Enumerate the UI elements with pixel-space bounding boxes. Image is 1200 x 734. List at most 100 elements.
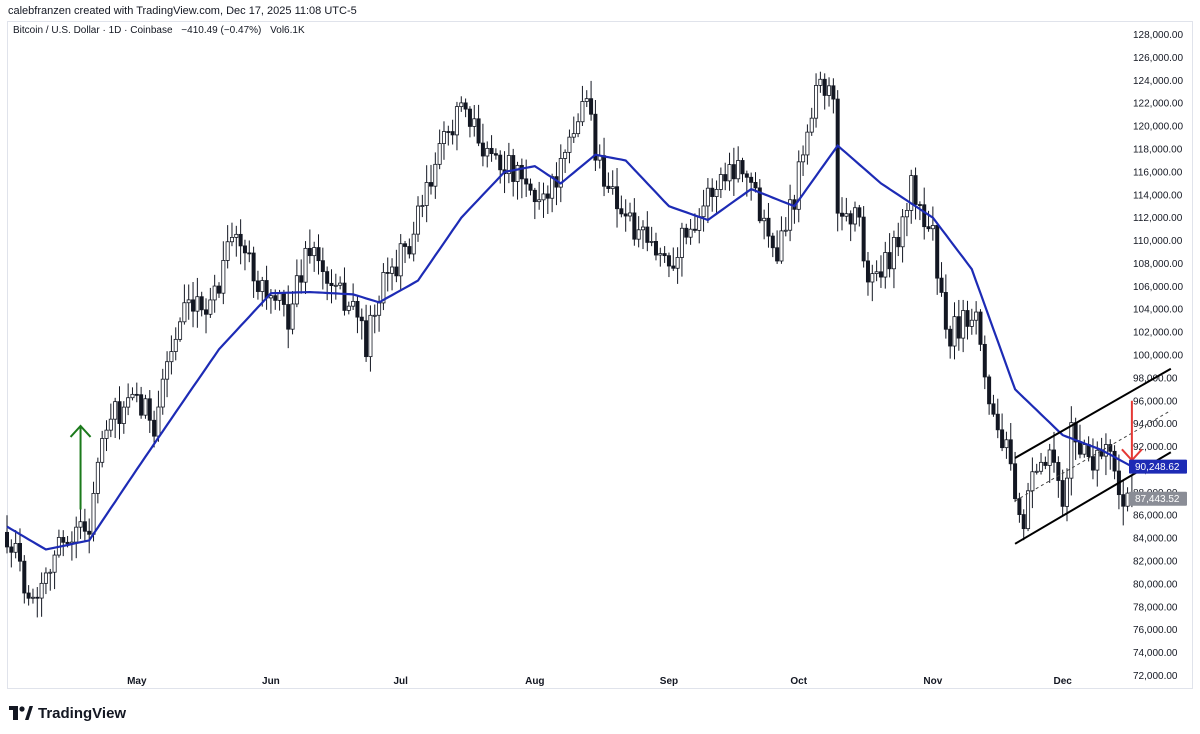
candle — [238, 219, 243, 265]
candle — [900, 208, 905, 263]
candle — [939, 262, 944, 297]
candle — [394, 249, 399, 283]
candle — [320, 247, 325, 290]
candle — [775, 230, 780, 264]
candle — [511, 148, 516, 197]
candle — [762, 209, 767, 240]
candle — [935, 222, 940, 295]
volume-value: 6.1K — [284, 25, 305, 36]
candle — [178, 317, 183, 342]
x-tick-label: Oct — [790, 676, 807, 687]
candle — [221, 241, 226, 305]
candle — [796, 150, 801, 223]
candle — [463, 98, 468, 118]
candle — [541, 182, 546, 218]
candle — [948, 325, 953, 359]
candle — [887, 233, 892, 278]
candle — [485, 141, 490, 168]
candle — [718, 167, 723, 199]
candle — [398, 234, 403, 292]
candle — [299, 259, 304, 294]
candle — [852, 201, 857, 232]
candle — [736, 146, 741, 183]
candle — [372, 304, 377, 334]
candle — [30, 588, 35, 604]
candle — [891, 230, 896, 289]
candle — [610, 170, 615, 195]
tradingview-logo[interactable]: TradingView — [9, 703, 126, 723]
y-tick-label: 106,000.00 — [1133, 282, 1183, 293]
candle — [242, 239, 247, 271]
candle — [234, 225, 239, 257]
candle — [416, 196, 421, 242]
candle — [1125, 487, 1130, 512]
x-tick-label: Jul — [393, 676, 408, 687]
candle — [307, 229, 312, 264]
y-tick-label: 128,000.00 — [1133, 30, 1183, 41]
candle — [69, 531, 74, 561]
candle — [359, 308, 364, 340]
candle — [705, 178, 710, 224]
candle — [628, 202, 633, 222]
candle — [424, 165, 429, 223]
candle — [524, 159, 529, 197]
candle — [338, 276, 343, 290]
candle — [381, 263, 386, 311]
candle — [459, 96, 464, 112]
candle — [982, 335, 987, 390]
candle — [874, 260, 879, 282]
candle — [1000, 413, 1005, 452]
candle — [428, 164, 433, 195]
candle — [710, 178, 715, 212]
candle — [801, 145, 806, 176]
chart-frame — [7, 21, 1193, 689]
candle — [385, 257, 390, 292]
candle — [593, 99, 598, 171]
candle — [290, 291, 295, 335]
candle — [731, 147, 736, 196]
candle — [95, 457, 100, 504]
candle — [835, 90, 840, 232]
x-axis: May Jun Jul Aug Sep Oct Nov Dec — [127, 676, 1072, 687]
candle — [1112, 445, 1117, 480]
candle — [251, 246, 256, 298]
candle — [35, 587, 40, 618]
candle — [1090, 438, 1095, 480]
y-tick-label: 118,000.00 — [1133, 145, 1183, 156]
candle — [43, 567, 48, 595]
candle — [139, 386, 144, 419]
candle — [671, 247, 676, 271]
candle — [294, 259, 299, 308]
candle — [818, 71, 823, 93]
candle — [840, 197, 845, 231]
candle — [692, 213, 697, 233]
candle — [749, 172, 754, 201]
y-tick-label: 114,000.00 — [1133, 190, 1183, 201]
candle — [472, 105, 477, 137]
candle — [870, 264, 875, 302]
candle — [173, 327, 178, 361]
candle — [645, 211, 650, 252]
candle — [441, 121, 446, 160]
y-tick-label: 76,000.00 — [1133, 625, 1178, 636]
candle — [814, 73, 819, 128]
candle — [186, 284, 191, 320]
candle — [346, 301, 351, 315]
y-tick-label: 82,000.00 — [1133, 556, 1178, 567]
candle — [554, 162, 559, 206]
candle — [134, 382, 139, 403]
candle — [930, 206, 935, 241]
candle — [303, 241, 308, 295]
candle — [100, 430, 105, 468]
candle — [199, 291, 204, 317]
candle — [1056, 456, 1061, 498]
y-tick-label: 124,000.00 — [1133, 76, 1183, 87]
candle — [567, 129, 572, 164]
candle — [537, 181, 542, 210]
candle — [333, 273, 338, 300]
candle — [204, 298, 209, 334]
moving-average — [6, 143, 1133, 551]
y-tick-label: 108,000.00 — [1133, 259, 1183, 270]
candle — [191, 282, 196, 328]
